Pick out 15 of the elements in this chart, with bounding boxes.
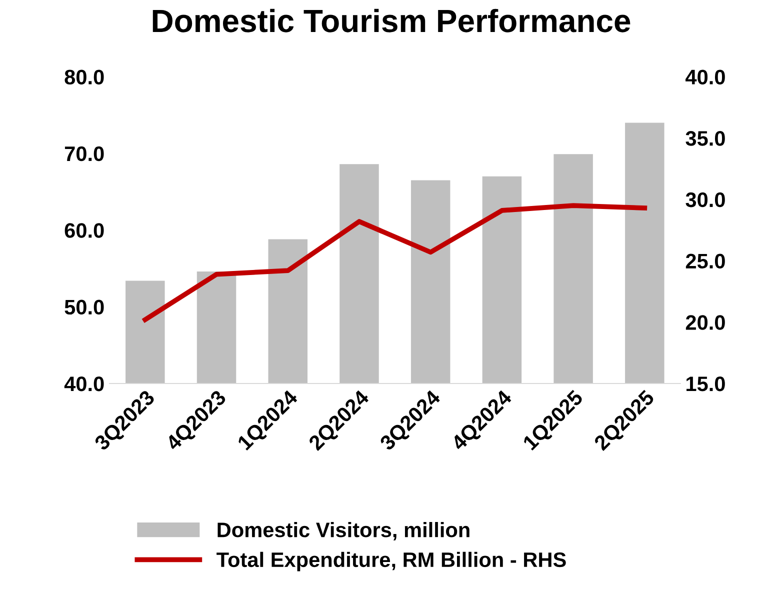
y-tick-label: 80.0: [64, 70, 104, 84]
y2-tick-label: 20.0: [686, 315, 725, 330]
y-tick-label: 50.0: [64, 300, 104, 315]
legend-label: Domestic Visitors, million: [218, 522, 470, 540]
y-tick-label: 40.0: [64, 376, 104, 392]
y2-tick-label: 25.0: [686, 254, 725, 269]
legend-label: Total Expenditure, RM Billion - RHS: [216, 552, 566, 572]
y2-tick-label: 15.0: [686, 376, 725, 392]
y2-tick-label: 30.0: [686, 192, 725, 208]
chart-title: Domestic Tourism Performance: [152, 8, 630, 32]
y2-tick-label: 35.0: [686, 131, 725, 146]
y-tick-label: 60.0: [64, 223, 104, 238]
y2-tick-label: 40.0: [686, 70, 725, 84]
line-series: [142, 203, 648, 322]
y-tick-label: 70.0: [64, 146, 104, 162]
